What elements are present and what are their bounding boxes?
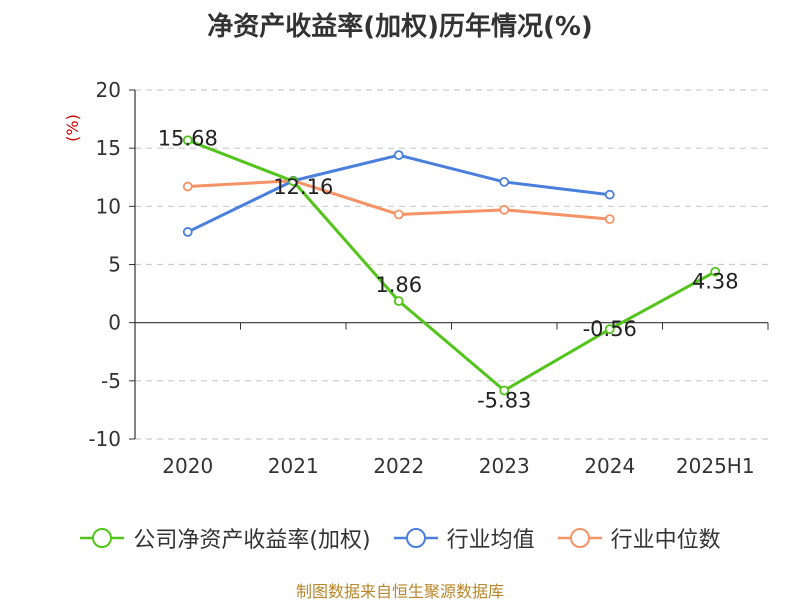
data-point	[393, 209, 404, 220]
x-tick-label: 2022	[373, 454, 424, 478]
series-layer	[182, 135, 721, 396]
data-label: 12.16	[273, 175, 333, 199]
data-label: -0.56	[583, 317, 637, 341]
data-point	[393, 296, 404, 306]
data-label: 1.86	[375, 273, 422, 297]
data-point	[499, 204, 510, 215]
source-note: 制图数据来自恒生聚源数据库	[295, 582, 504, 601]
legend-marker-icon	[557, 528, 602, 548]
data-point	[393, 150, 404, 161]
legend-label: 行业均值	[446, 528, 535, 553]
data-point	[288, 176, 299, 187]
y-tick-label: -10	[88, 427, 121, 451]
legend-marker-icon	[393, 528, 438, 548]
chart-title: 净资产收益率(加权)历年情况(%)	[207, 12, 593, 42]
legend-label: 公司净资产收益率(加权)	[133, 528, 371, 553]
x-tick-label: 2020	[162, 454, 213, 478]
series-line	[187, 153, 610, 234]
data-label: -5.83	[477, 388, 531, 412]
data-point	[182, 181, 193, 192]
legend-item: 行业中位数	[557, 522, 721, 554]
data-point	[710, 266, 721, 277]
data-label-layer: 15.68 12.16 1.86 -5.83 -0.56 4.38	[158, 126, 739, 412]
data-point	[604, 189, 615, 200]
x-tick-label: 2023	[479, 454, 530, 478]
data-point	[604, 324, 615, 335]
y-tick-label: 20	[96, 78, 121, 102]
legend-item: 行业均值	[393, 522, 535, 554]
y-tick-label: 5	[108, 253, 121, 277]
y-axis-label: (%)	[63, 114, 82, 142]
legend: 公司净资产收益率(加权) 行业均值 行业中位数	[0, 518, 800, 558]
data-point	[182, 227, 193, 237]
y-tick-label: 0	[108, 311, 121, 335]
legend-item: 公司净资产收益率(加权)	[79, 522, 371, 554]
data-label: 4.38	[692, 270, 739, 294]
legend-label: 行业中位数	[610, 528, 721, 553]
y-tick-label: 10	[96, 194, 121, 218]
data-point	[499, 385, 510, 396]
y-tick-label: 15	[96, 136, 121, 160]
grid-layer	[135, 89, 768, 440]
data-point	[604, 214, 615, 225]
data-label: 15.68	[158, 126, 218, 150]
x-tick-label: 2021	[268, 454, 319, 478]
y-tick-label: -5	[101, 369, 121, 393]
data-point	[182, 135, 193, 146]
x-tick-label: 2025H1	[676, 454, 755, 478]
data-point	[499, 177, 510, 187]
x-tick-label: 2024	[584, 454, 635, 478]
legend-marker-icon	[80, 528, 125, 548]
series-line	[187, 138, 716, 392]
